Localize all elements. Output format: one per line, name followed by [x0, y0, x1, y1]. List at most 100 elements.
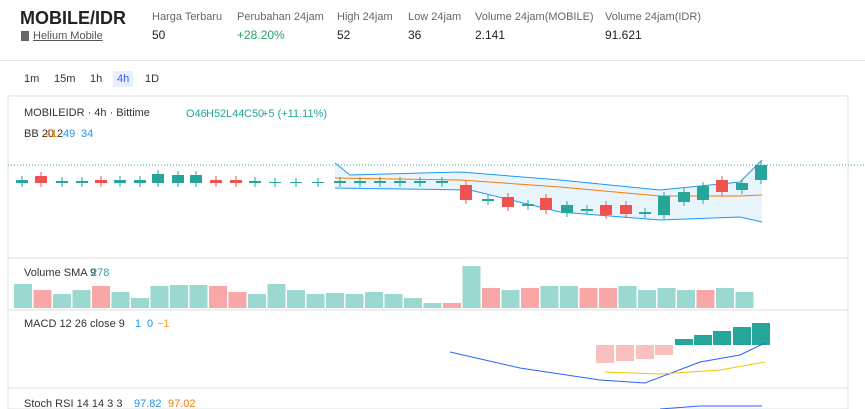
- token-link[interactable]: Helium Mobile: [33, 30, 103, 42]
- volume-bar: [657, 288, 676, 308]
- candle: [436, 181, 448, 183]
- volume-bar: [14, 284, 32, 308]
- indicator-value: 41: [45, 128, 57, 140]
- stat-value: 50: [152, 28, 166, 42]
- indicator-label: Volume SMA 9: [24, 267, 96, 279]
- volume-bar: [579, 288, 598, 308]
- volume-bar: [482, 288, 500, 308]
- volume-bar: [521, 288, 539, 308]
- candle: [755, 165, 767, 180]
- candle: [114, 180, 126, 183]
- candle: [312, 182, 324, 183]
- macd-bar: [655, 345, 673, 355]
- indicator-value: 1: [135, 318, 141, 330]
- candle: [95, 180, 107, 183]
- ohlc: H52: [206, 108, 226, 120]
- volume-bar: [677, 290, 695, 308]
- macd-bar: [616, 345, 634, 361]
- macd-bar: [733, 327, 751, 345]
- volume-bar: [170, 285, 188, 308]
- stat-label: Perubahan 24jam: [237, 11, 324, 23]
- candle: [482, 199, 494, 201]
- candle: [561, 205, 573, 213]
- volume-bar: [267, 284, 286, 308]
- indicator-label: MACD 12 26 close 9: [24, 318, 125, 330]
- interval-button[interactable]: 1m: [24, 73, 40, 85]
- candle: [56, 181, 68, 183]
- interval-button[interactable]: 4h: [113, 71, 134, 87]
- candle: [134, 180, 146, 183]
- interval-button[interactable]: 1D: [145, 73, 160, 85]
- candle: [581, 209, 593, 211]
- macd-bar: [675, 339, 693, 345]
- candle: [600, 205, 612, 215]
- stat-label: Volume 24jam(MOBILE): [475, 11, 594, 23]
- indicator-label: BB 20 2: [24, 128, 63, 140]
- volume-bar: [228, 292, 247, 308]
- volume-bar: [345, 294, 364, 308]
- volume-bar: [716, 288, 734, 308]
- volume-bar: [462, 266, 481, 308]
- volume-bar: [72, 290, 91, 308]
- volume-bar: [501, 290, 520, 308]
- volume-bar: [618, 286, 637, 308]
- stat-value: 2.141: [475, 28, 506, 42]
- volume-bar: [735, 292, 754, 308]
- candle: [678, 192, 690, 202]
- candle: [522, 204, 534, 206]
- indicator-value: 278: [91, 267, 109, 279]
- candle: [290, 182, 302, 183]
- indicator-value: 34: [81, 128, 93, 140]
- stat-value: +28.20%: [237, 28, 285, 42]
- candle: [414, 181, 426, 183]
- ohlc: +5 (+11.11%): [262, 108, 327, 120]
- indicator-value: 97.82: [134, 398, 162, 409]
- signal-line: [604, 361, 766, 375]
- volume-bar: [111, 292, 130, 308]
- pair: MOBILE/IDR: [20, 8, 126, 28]
- candle: [502, 197, 514, 207]
- indicator-value: −1: [157, 318, 170, 330]
- interval-button[interactable]: 15m: [54, 73, 76, 85]
- macd-bar: [694, 335, 712, 345]
- stat-label: High 24jam: [337, 11, 393, 23]
- macd-bar: [752, 323, 770, 345]
- macd-bar: [713, 331, 731, 345]
- candle: [697, 186, 709, 200]
- volume-bar: [423, 303, 442, 308]
- indicator-value: 97.02: [168, 398, 196, 409]
- volume-bar: [540, 286, 559, 308]
- bb-lower: [334, 187, 763, 223]
- candle: [716, 180, 728, 192]
- interval-button[interactable]: 1h: [90, 73, 103, 85]
- macd-bar: [596, 345, 614, 363]
- stat-label: Volume 24jam(IDR): [605, 11, 701, 23]
- volume-bar: [53, 294, 71, 308]
- macd-bar: [636, 345, 654, 359]
- volume-bar: [404, 298, 422, 308]
- volume-bar: [150, 286, 169, 308]
- candle: [540, 198, 552, 210]
- candle: [374, 181, 386, 183]
- volume-bar: [599, 288, 617, 308]
- indicator-label: Stoch RSI 14 14 3 3: [24, 398, 122, 409]
- candle: [190, 175, 202, 183]
- divider: [0, 60, 865, 61]
- stat-value: 91.621: [605, 28, 642, 42]
- candle: [249, 181, 261, 183]
- ohlc: C50: [244, 108, 264, 120]
- candle: [210, 180, 222, 183]
- stoch-line: [659, 405, 762, 409]
- volume-bar: [248, 294, 266, 308]
- stat-label: Harga Terbaru: [152, 11, 223, 23]
- volume-bar: [560, 286, 578, 308]
- volume-bar: [306, 294, 325, 308]
- ohlc: O46: [186, 108, 207, 120]
- candle: [620, 205, 632, 214]
- volume-bar: [287, 290, 305, 308]
- bb-fill: [335, 160, 762, 222]
- candle: [334, 181, 346, 183]
- stat-value: 52: [337, 28, 351, 42]
